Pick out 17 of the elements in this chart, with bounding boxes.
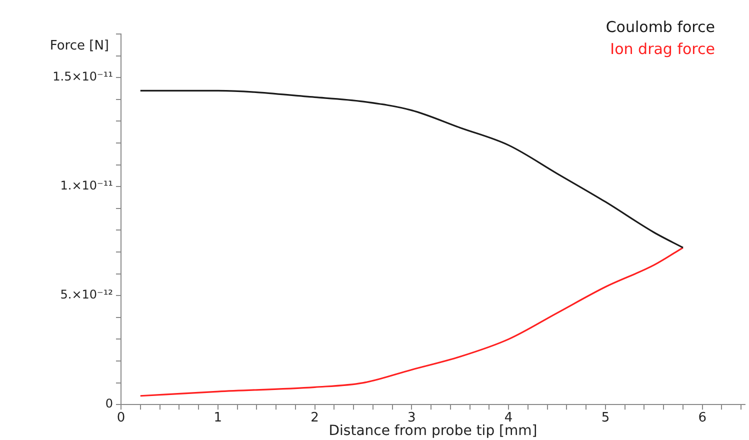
y-tick-label: 1.×10⁻¹¹ — [60, 178, 114, 193]
x-tick-label: 6 — [698, 410, 707, 426]
x-axis-title: Distance from probe tip [mm] — [328, 423, 538, 440]
y-tick-label: 5.×10⁻¹² — [60, 288, 114, 302]
line-series — [140, 246, 684, 397]
text: Ion drag force — [610, 40, 715, 58]
x-tick-label: 3 — [408, 410, 416, 426]
x-tick-label: 4 — [504, 410, 513, 426]
x-tick-label: 5 — [601, 410, 610, 426]
text: Coulomb force — [606, 18, 715, 36]
y-axis-title: Force [N] — [50, 38, 109, 54]
line-series — [140, 90, 684, 248]
y-tick-label: 0 — [105, 396, 113, 411]
y-tick-label: 1.5×10⁻¹¹ — [52, 70, 114, 84]
x-tick-label: 0 — [116, 410, 126, 426]
x-tick-label: 1 — [214, 410, 222, 426]
x-tick-label: 2 — [310, 410, 319, 426]
